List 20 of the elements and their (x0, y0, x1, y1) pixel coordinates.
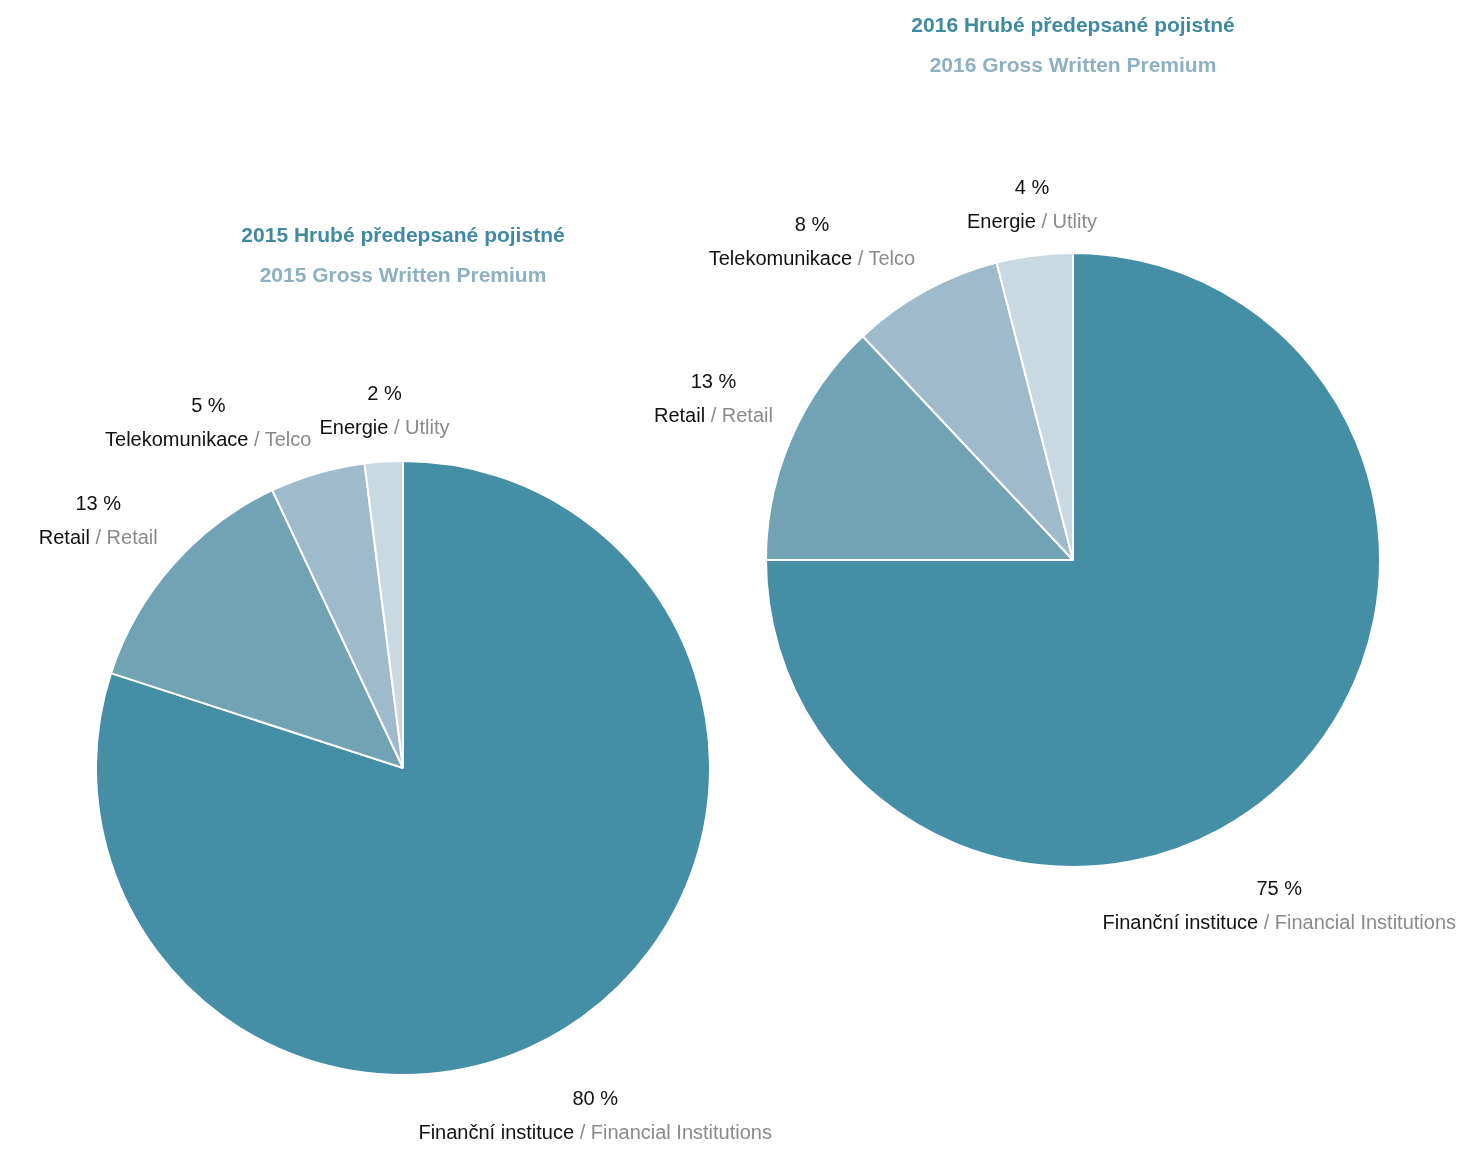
data-label: 2 % (367, 381, 402, 404)
slice-label: Energie / Utlity (966, 209, 1098, 232)
slice-label: Finanční instituce / Financial Institutions (1102, 911, 1456, 934)
chart-title: 2016 Hrubé předepsané pojistné (910, 12, 1236, 38)
slice-label: Finanční instituce / Financial Institutions (418, 1120, 772, 1143)
chart-title: 2015 Hrubé předepsané pojistné (240, 222, 566, 248)
data-label: 8 % (794, 213, 830, 236)
slice-label: Energie / Utlity (319, 415, 450, 438)
data-label: 4 % (1014, 175, 1050, 198)
chart-subtitle: 2015 Gross Written Premium (258, 262, 548, 288)
slice-label: Retail / Retail (653, 404, 773, 427)
slice-label: Telekomunikace / Telco (708, 247, 916, 270)
data-label: 80 % (572, 1086, 619, 1109)
data-label: 5 % (191, 393, 226, 416)
slice-label: Retail / Retail (38, 525, 158, 548)
chart-subtitle: 2016 Gross Written Premium (928, 52, 1218, 78)
data-label: 13 % (690, 370, 737, 393)
data-label: 13 % (75, 491, 122, 514)
data-label: 75 % (1256, 877, 1303, 900)
slice-label: Telekomunikace / Telco (105, 427, 312, 450)
